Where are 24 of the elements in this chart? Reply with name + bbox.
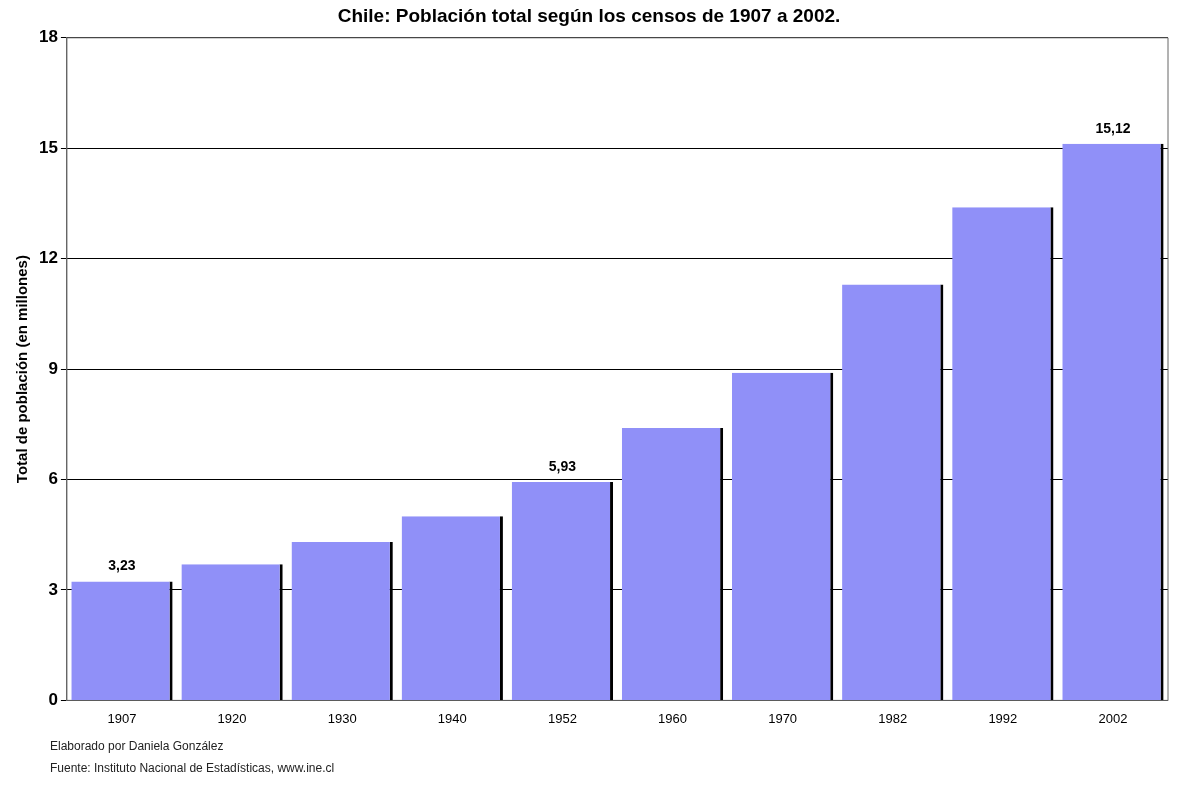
y-tick-label: 0 [48,690,58,710]
x-tick-label: 1970 [768,710,798,726]
data-label: 15,12 [1095,119,1131,136]
x-tick-label: 1982 [878,710,908,726]
x-tick-label: 1960 [658,710,687,726]
y-tick-label: 3 [48,579,58,599]
x-tick-label: 1930 [327,710,357,726]
y-tick-label: 18 [38,27,58,47]
x-tick-label: 1920 [217,710,247,726]
x-tick-label: 1992 [988,710,1018,726]
source-note: Fuente: Instituto Nacional de Estadísticas, www.ine.cl [50,760,335,777]
y-axis-title: Total de población (en millones) [13,255,31,484]
data-label: 5,93 [548,457,577,474]
y-tick-label: 15 [38,137,58,157]
data-label: 3,23 [108,557,136,574]
y-tick-label: 9 [48,358,58,378]
chart-title: Chile: Población total según los censos de 1907 a 2002. [337,4,841,26]
text: Elaborado por Daniela González [50,738,225,755]
x-tick-label: 1940 [437,710,467,726]
x-tick-label: 2002 [1098,710,1128,726]
x-tick-label: 1952 [547,710,577,726]
y-tick-label: 12 [38,248,58,268]
y-tick-label: 6 [48,469,58,489]
x-tick-label: 1907 [107,710,137,726]
